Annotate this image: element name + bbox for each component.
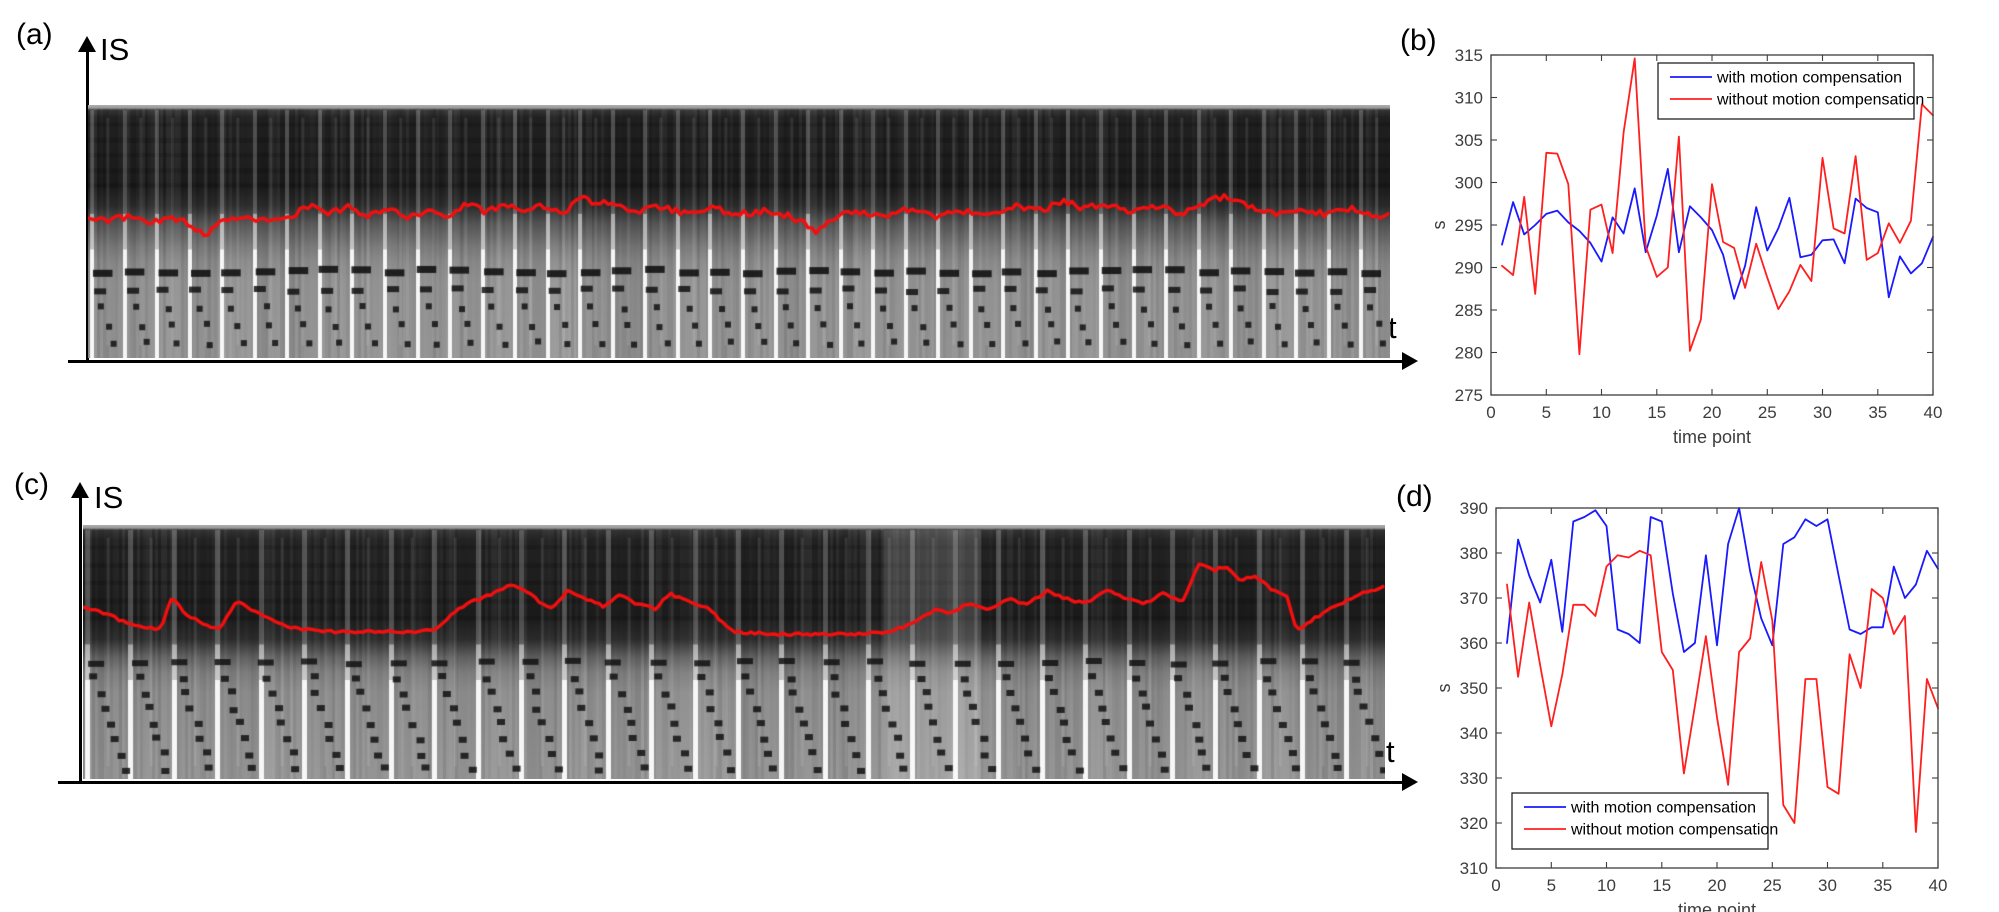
- panel-a-xaxis-arrowhead-icon: [1402, 352, 1418, 370]
- x-tick-label: 25: [1758, 403, 1777, 422]
- chart-b: 0 5 10 15 20 25 30 35 40 275 280 285 290 295 300 305 310…: [1429, 46, 1943, 447]
- x-axis-label: time point: [1673, 427, 1751, 447]
- x-tick-label: 40: [1929, 876, 1948, 895]
- legend-entry-label: without motion compensation: [1570, 822, 1778, 839]
- y-tick-label: 305: [1455, 131, 1483, 150]
- x-axis-label: time point: [1678, 900, 1756, 912]
- y-tick-label: 360: [1460, 634, 1488, 653]
- y-axis-label: s: [1434, 684, 1454, 693]
- series-line-without-compensation: [1506, 549, 1939, 833]
- x-tick-label: 40: [1924, 403, 1943, 422]
- x-tick-label: 20: [1708, 876, 1727, 895]
- x-tick-label: 10: [1592, 403, 1611, 422]
- panel-c-xaxis-label: t: [1386, 734, 1395, 769]
- y-tick-label: 350: [1460, 679, 1488, 698]
- legend-entry-label: with motion compensation: [1716, 70, 1902, 87]
- y-tick-label: 275: [1455, 386, 1483, 405]
- mmode-image-a: [88, 105, 1390, 358]
- panel-c-xaxis-arrowhead-icon: [1402, 773, 1418, 791]
- series-line-without-compensation: [1501, 57, 1934, 356]
- panel-a-xaxis-label: t: [1388, 310, 1397, 345]
- panel-label-d: (d): [1396, 480, 1433, 513]
- panel-a-yaxis-label: IS: [100, 32, 130, 67]
- y-tick-label: 370: [1460, 589, 1488, 608]
- y-tick-label: 285: [1455, 301, 1483, 320]
- y-tick-label: 320: [1460, 814, 1488, 833]
- x-tick-label: 20: [1703, 403, 1722, 422]
- y-tick-label: 380: [1460, 544, 1488, 563]
- panel-c-yaxis-label: IS: [94, 480, 124, 515]
- x-tick-label: 10: [1597, 876, 1616, 895]
- x-tick-label: 25: [1763, 876, 1782, 895]
- x-tick-label: 30: [1813, 403, 1832, 422]
- y-tick-label: 290: [1455, 258, 1483, 277]
- legend-entry-label: with motion compensation: [1570, 800, 1756, 817]
- mmode-image-c: [83, 525, 1385, 779]
- x-tick-label: 30: [1818, 876, 1837, 895]
- panel-label-b: (b): [1400, 24, 1437, 57]
- panel-a-yaxis-arrow: [86, 50, 89, 362]
- y-tick-label: 315: [1455, 46, 1483, 65]
- y-tick-label: 300: [1455, 173, 1483, 192]
- y-tick-label: 310: [1455, 88, 1483, 107]
- y-tick-label: 280: [1455, 343, 1483, 362]
- x-tick-label: 35: [1868, 403, 1887, 422]
- panel-c-xaxis-arrow: [58, 781, 1402, 784]
- legend-entry-label: without motion compensation: [1716, 92, 1924, 109]
- panel-label-a: (a): [16, 18, 53, 51]
- x-tick-label: 35: [1873, 876, 1892, 895]
- y-tick-label: 330: [1460, 769, 1488, 788]
- x-tick-label: 0: [1491, 876, 1500, 895]
- panel-a-yaxis-arrowhead-icon: [78, 36, 96, 52]
- x-tick-label: 0: [1486, 403, 1495, 422]
- panel-a-xaxis-arrow: [68, 360, 1402, 363]
- x-tick-label: 15: [1652, 876, 1671, 895]
- y-axis-label: s: [1429, 221, 1449, 230]
- x-tick-label: 5: [1542, 403, 1551, 422]
- x-tick-label: 5: [1547, 876, 1556, 895]
- y-tick-label: 310: [1460, 859, 1488, 878]
- panel-c-yaxis-arrow: [79, 496, 82, 783]
- legend: with motion compensation without motion c…: [1657, 62, 1924, 120]
- x-tick-label: 15: [1647, 403, 1666, 422]
- y-tick-label: 295: [1455, 216, 1483, 235]
- panel-c-yaxis-arrowhead-icon: [71, 482, 89, 498]
- y-tick-label: 340: [1460, 724, 1488, 743]
- y-tick-label: 390: [1460, 499, 1488, 518]
- chart-d: 0 5 10 15 20 25 30 35 40 310 320 330 340 350 360 370 380…: [1434, 499, 1948, 912]
- legend: with motion compensation without motion c…: [1511, 792, 1778, 850]
- panel-label-c: (c): [14, 468, 49, 501]
